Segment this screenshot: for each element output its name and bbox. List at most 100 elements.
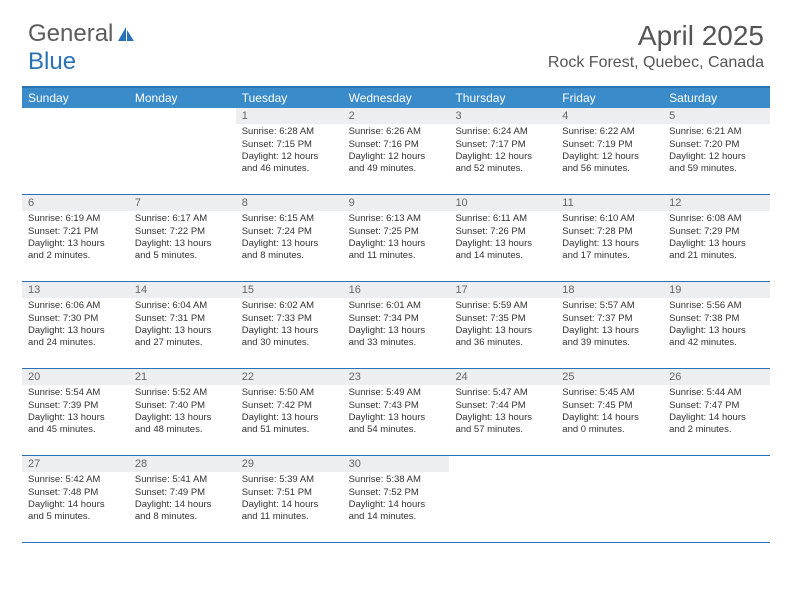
day-header-saturday: Saturday [663,88,770,108]
sunrise-text: Sunrise: 5:56 AM [669,300,764,312]
daylight2-text: and 21 minutes. [669,250,764,262]
sunset-text: Sunset: 7:51 PM [242,487,337,499]
sunset-text: Sunset: 7:26 PM [455,226,550,238]
day-cell: 9Sunrise: 6:13 AMSunset: 7:25 PMDaylight… [343,195,450,281]
day-cell: 3Sunrise: 6:24 AMSunset: 7:17 PMDaylight… [449,108,556,194]
sunset-text: Sunset: 7:19 PM [562,139,657,151]
sunset-text: Sunset: 7:29 PM [669,226,764,238]
day-details: Sunrise: 6:19 AMSunset: 7:21 PMDaylight:… [22,211,129,266]
daylight2-text: and 42 minutes. [669,337,764,349]
daylight1-text: Daylight: 13 hours [28,412,123,424]
daylight1-text: Daylight: 13 hours [28,325,123,337]
day-details: Sunrise: 6:11 AMSunset: 7:26 PMDaylight:… [449,211,556,266]
day-cell: 7Sunrise: 6:17 AMSunset: 7:22 PMDaylight… [129,195,236,281]
sunrise-text: Sunrise: 5:44 AM [669,387,764,399]
day-number: 15 [236,282,343,298]
location-label: Rock Forest, Quebec, Canada [548,54,764,72]
daylight2-text: and 45 minutes. [28,424,123,436]
daylight1-text: Daylight: 13 hours [562,325,657,337]
day-details: Sunrise: 5:42 AMSunset: 7:48 PMDaylight:… [22,472,129,527]
daylight2-text: and 36 minutes. [455,337,550,349]
daylight1-text: Daylight: 13 hours [28,238,123,250]
daylight1-text: Daylight: 14 hours [562,412,657,424]
sunrise-text: Sunrise: 6:02 AM [242,300,337,312]
day-details: Sunrise: 6:08 AMSunset: 7:29 PMDaylight:… [663,211,770,266]
day-number: 29 [236,456,343,472]
daylight2-text: and 56 minutes. [562,163,657,175]
week-row: 1Sunrise: 6:28 AMSunset: 7:15 PMDaylight… [22,108,770,195]
sunrise-text: Sunrise: 5:45 AM [562,387,657,399]
day-number: 13 [22,282,129,298]
sunset-text: Sunset: 7:21 PM [28,226,123,238]
day-details: Sunrise: 6:15 AMSunset: 7:24 PMDaylight:… [236,211,343,266]
day-cell: 26Sunrise: 5:44 AMSunset: 7:47 PMDayligh… [663,369,770,455]
day-header-friday: Friday [556,88,663,108]
day-cell: 28Sunrise: 5:41 AMSunset: 7:49 PMDayligh… [129,456,236,542]
sunset-text: Sunset: 7:24 PM [242,226,337,238]
day-details: Sunrise: 6:04 AMSunset: 7:31 PMDaylight:… [129,298,236,353]
day-cell: 13Sunrise: 6:06 AMSunset: 7:30 PMDayligh… [22,282,129,368]
day-details: Sunrise: 5:44 AMSunset: 7:47 PMDaylight:… [663,385,770,440]
day-number: 19 [663,282,770,298]
sunrise-text: Sunrise: 5:54 AM [28,387,123,399]
daylight1-text: Daylight: 13 hours [242,325,337,337]
month-title: April 2025 [548,20,764,52]
daylight1-text: Daylight: 14 hours [135,499,230,511]
day-details: Sunrise: 6:02 AMSunset: 7:33 PMDaylight:… [236,298,343,353]
brand-part1: General [28,20,113,48]
sunset-text: Sunset: 7:40 PM [135,400,230,412]
daylight2-text: and 59 minutes. [669,163,764,175]
day-number: 26 [663,369,770,385]
sunrise-text: Sunrise: 6:19 AM [28,213,123,225]
daylight1-text: Daylight: 13 hours [455,412,550,424]
day-number: 27 [22,456,129,472]
daylight1-text: Daylight: 13 hours [135,238,230,250]
day-details: Sunrise: 6:22 AMSunset: 7:19 PMDaylight:… [556,124,663,179]
sunrise-text: Sunrise: 5:59 AM [455,300,550,312]
daylight2-text: and 5 minutes. [28,511,123,523]
day-number: 10 [449,195,556,211]
sunset-text: Sunset: 7:31 PM [135,313,230,325]
sunset-text: Sunset: 7:45 PM [562,400,657,412]
day-cell: 16Sunrise: 6:01 AMSunset: 7:34 PMDayligh… [343,282,450,368]
empty-cell [449,456,556,542]
calendar: Sunday Monday Tuesday Wednesday Thursday… [22,86,770,543]
sunrise-text: Sunrise: 6:17 AM [135,213,230,225]
day-details: Sunrise: 6:24 AMSunset: 7:17 PMDaylight:… [449,124,556,179]
sunrise-text: Sunrise: 5:47 AM [455,387,550,399]
sunrise-text: Sunrise: 6:11 AM [455,213,550,225]
week-row: 6Sunrise: 6:19 AMSunset: 7:21 PMDaylight… [22,195,770,282]
daylight2-text: and 46 minutes. [242,163,337,175]
sunset-text: Sunset: 7:30 PM [28,313,123,325]
day-number: 8 [236,195,343,211]
day-details: Sunrise: 5:47 AMSunset: 7:44 PMDaylight:… [449,385,556,440]
daylight2-text: and 52 minutes. [455,163,550,175]
day-number: 7 [129,195,236,211]
sunset-text: Sunset: 7:34 PM [349,313,444,325]
daylight1-text: Daylight: 13 hours [135,325,230,337]
sunrise-text: Sunrise: 6:04 AM [135,300,230,312]
day-cell: 1Sunrise: 6:28 AMSunset: 7:15 PMDaylight… [236,108,343,194]
day-number: 20 [22,369,129,385]
daylight2-text: and 27 minutes. [135,337,230,349]
week-row: 13Sunrise: 6:06 AMSunset: 7:30 PMDayligh… [22,282,770,369]
day-number: 30 [343,456,450,472]
daylight1-text: Daylight: 14 hours [242,499,337,511]
day-cell: 12Sunrise: 6:08 AMSunset: 7:29 PMDayligh… [663,195,770,281]
daylight1-text: Daylight: 13 hours [349,325,444,337]
daylight2-text: and 49 minutes. [349,163,444,175]
day-details: Sunrise: 5:50 AMSunset: 7:42 PMDaylight:… [236,385,343,440]
day-number: 22 [236,369,343,385]
day-number: 3 [449,108,556,124]
sunset-text: Sunset: 7:20 PM [669,139,764,151]
day-header-monday: Monday [129,88,236,108]
sunset-text: Sunset: 7:39 PM [28,400,123,412]
daylight1-text: Daylight: 13 hours [135,412,230,424]
sunrise-text: Sunrise: 5:41 AM [135,474,230,486]
daylight2-text: and 2 minutes. [28,250,123,262]
day-number: 12 [663,195,770,211]
sunrise-text: Sunrise: 5:49 AM [349,387,444,399]
day-cell: 17Sunrise: 5:59 AMSunset: 7:35 PMDayligh… [449,282,556,368]
daylight2-text: and 8 minutes. [242,250,337,262]
daylight1-text: Daylight: 12 hours [349,151,444,163]
